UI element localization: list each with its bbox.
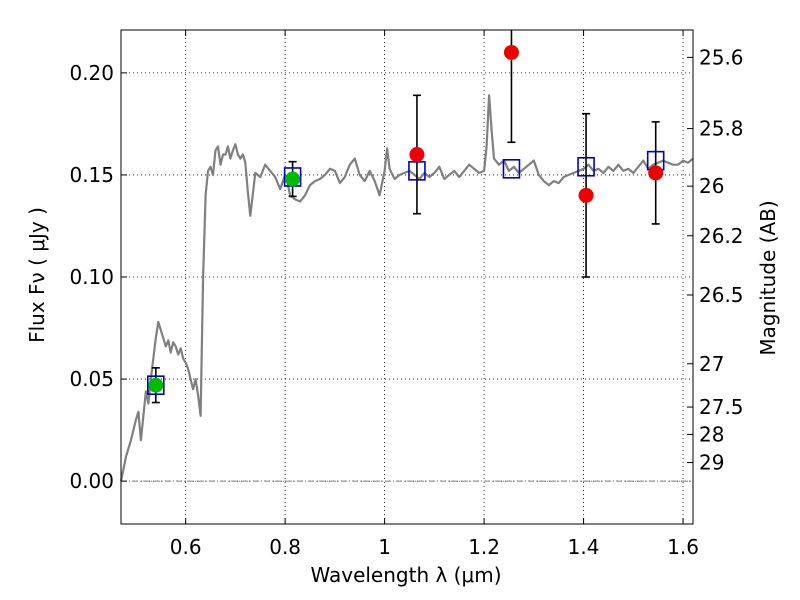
red-point-marker xyxy=(578,187,594,203)
y-tick-labels: 0.00 0.05 0.10 0.15 0.20 xyxy=(69,61,114,493)
right-tick-label: 26.5 xyxy=(699,283,744,307)
spectrum-line xyxy=(119,94,694,482)
right-tick-label: 28 xyxy=(699,422,724,446)
x-tick-label: 0.8 xyxy=(269,535,301,559)
red-point-marker xyxy=(503,44,519,60)
x-axis-label: Wavelength λ (μm) xyxy=(310,563,501,587)
x-tick-label: 1.4 xyxy=(568,535,600,559)
y-tick-label: 0.20 xyxy=(69,61,114,85)
y-tick-label: 0.15 xyxy=(69,163,114,187)
spectrum-series xyxy=(119,94,694,482)
x-tick-label: 0.6 xyxy=(170,535,202,559)
right-axis-label: Magnitude (AB) xyxy=(756,200,780,355)
right-tick-label: 25.8 xyxy=(699,117,744,141)
axis-ticks xyxy=(121,30,693,524)
x-tick-label: 1.2 xyxy=(468,535,500,559)
model-box-marker xyxy=(502,159,521,179)
red-point-marker xyxy=(409,147,425,163)
right-magnitude-tick-labels: 25.6 25.8 26 26.2 26.5 27 27.5 28 29 xyxy=(699,45,744,474)
right-tick-label: 27 xyxy=(699,352,724,376)
right-tick-label: 27.5 xyxy=(699,395,744,419)
right-tick-label: 25.6 xyxy=(699,45,744,69)
x-tick-label: 1 xyxy=(378,535,391,559)
plot-frame xyxy=(120,29,694,525)
y-tick-label: 0.05 xyxy=(69,367,114,391)
right-tick-label: 29 xyxy=(699,451,724,475)
y-tick-label: 0.10 xyxy=(69,265,114,289)
model-box-marker xyxy=(577,156,595,177)
y-tick-label: 0.00 xyxy=(69,469,114,493)
model-box-marker xyxy=(147,375,165,395)
x-tick-labels: 0.6 0.8 1 1.2 1.4 1.6 xyxy=(170,535,699,559)
right-tick-label: 26 xyxy=(699,174,724,198)
right-tick-label: 26.2 xyxy=(699,224,744,248)
observed-point-markers xyxy=(148,44,664,393)
green-point-marker xyxy=(148,377,164,393)
red-point-marker xyxy=(648,165,664,181)
y-axis-label: Flux Fν ( μJy ) xyxy=(25,207,49,343)
x-tick-label: 1.6 xyxy=(667,535,699,559)
green-point-marker xyxy=(285,171,301,187)
grid-lines xyxy=(121,30,693,524)
